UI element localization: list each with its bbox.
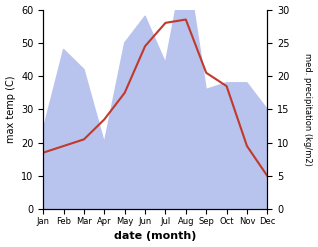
X-axis label: date (month): date (month) — [114, 231, 197, 242]
Y-axis label: max temp (C): max temp (C) — [5, 76, 16, 143]
Y-axis label: med. precipitation (kg/m2): med. precipitation (kg/m2) — [303, 53, 313, 166]
